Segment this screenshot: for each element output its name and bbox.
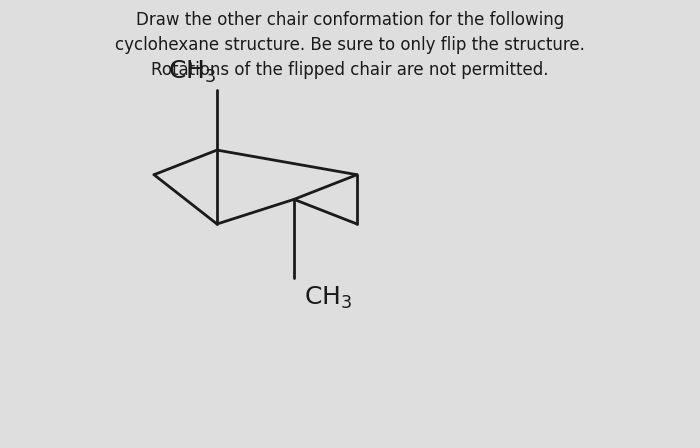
Text: $\mathregular{CH_3}$: $\mathregular{CH_3}$ [168,59,216,85]
Text: Draw the other chair conformation for the following
cyclohexane structure. Be su: Draw the other chair conformation for th… [115,11,585,79]
Text: $\mathregular{CH_3}$: $\mathregular{CH_3}$ [304,285,353,311]
